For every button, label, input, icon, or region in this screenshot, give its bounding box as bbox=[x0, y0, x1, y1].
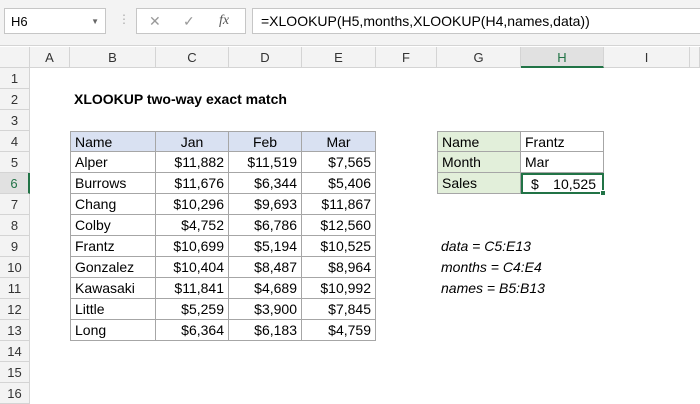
cancel-icon[interactable]: ✕ bbox=[149, 13, 161, 29]
row-header-15[interactable]: 15 bbox=[0, 362, 30, 383]
sales-cell[interactable]: $10,992 bbox=[302, 278, 376, 299]
column-header-D[interactable]: D bbox=[229, 47, 302, 68]
name-cell[interactable]: Gonzalez bbox=[70, 257, 156, 278]
table-header-cell[interactable]: Mar bbox=[302, 131, 376, 152]
sales-cell[interactable]: $10,404 bbox=[156, 257, 229, 278]
sales-cell[interactable]: $4,752 bbox=[156, 215, 229, 236]
row-header-13[interactable]: 13 bbox=[0, 320, 30, 341]
drag-handle-icon[interactable]: ⋮ bbox=[118, 12, 130, 26]
currency-symbol: $ bbox=[531, 176, 539, 192]
lookup-value[interactable]: Frantz bbox=[521, 131, 604, 152]
row-header-7[interactable]: 7 bbox=[0, 194, 30, 215]
formula-bar: H6 ▼ ⋮ ✕ ✓ fx =XLOOKUP(H5,months,XLOOKUP(… bbox=[0, 0, 700, 46]
row-header-14[interactable]: 14 bbox=[0, 341, 30, 362]
name-cell[interactable]: Chang bbox=[70, 194, 156, 215]
column-header-B[interactable]: B bbox=[70, 47, 156, 68]
sales-cell[interactable]: $6,786 bbox=[229, 215, 302, 236]
column-header-G[interactable]: G bbox=[437, 47, 521, 68]
sales-cell[interactable]: $10,699 bbox=[156, 236, 229, 257]
spreadsheet-grid[interactable]: A B C D E F G H I 1 2 3 4 5 6 7 8 9 10 11 12 13 14 15 16 XLOOKUP … bbox=[0, 47, 700, 404]
named-range-note[interactable]: names = B5:B13 bbox=[441, 280, 545, 296]
name-cell[interactable]: Frantz bbox=[70, 236, 156, 257]
sales-cell[interactable]: $5,406 bbox=[302, 173, 376, 194]
sales-cell[interactable]: $5,259 bbox=[156, 299, 229, 320]
named-range-note[interactable]: data = C5:E13 bbox=[441, 238, 531, 254]
sales-cell[interactable]: $3,900 bbox=[229, 299, 302, 320]
name-cell[interactable]: Burrows bbox=[70, 173, 156, 194]
row-header-11[interactable]: 11 bbox=[0, 278, 30, 299]
formula-input[interactable]: =XLOOKUP(H5,months,XLOOKUP(H4,names,data… bbox=[252, 8, 700, 34]
row-header-2[interactable]: 2 bbox=[0, 89, 30, 110]
fill-handle[interactable] bbox=[600, 190, 606, 196]
lookup-label[interactable]: Sales bbox=[437, 173, 521, 194]
row-header-9[interactable]: 9 bbox=[0, 236, 30, 257]
row-header-4[interactable]: 4 bbox=[0, 131, 30, 152]
sales-cell[interactable]: $6,344 bbox=[229, 173, 302, 194]
row-header-1[interactable]: 1 bbox=[0, 68, 30, 89]
result-cell-h6[interactable]: $10,525 bbox=[521, 173, 604, 194]
name-cell[interactable]: Little bbox=[70, 299, 156, 320]
row-header-6[interactable]: 6 bbox=[0, 173, 30, 194]
sales-cell[interactable]: $10,525 bbox=[302, 236, 376, 257]
column-header-C[interactable]: C bbox=[156, 47, 229, 68]
sales-cell[interactable]: $11,676 bbox=[156, 173, 229, 194]
sales-cell[interactable]: $9,693 bbox=[229, 194, 302, 215]
sales-cell[interactable]: $11,882 bbox=[156, 152, 229, 173]
row-header-10[interactable]: 10 bbox=[0, 257, 30, 278]
result-value: 10,525 bbox=[553, 176, 596, 192]
select-all-corner[interactable] bbox=[0, 47, 30, 68]
table-header-cell[interactable]: Name bbox=[70, 131, 156, 152]
name-cell[interactable]: Colby bbox=[70, 215, 156, 236]
lookup-label[interactable]: Name bbox=[437, 131, 521, 152]
table-header-cell[interactable]: Jan bbox=[156, 131, 229, 152]
sales-cell[interactable]: $6,364 bbox=[156, 320, 229, 341]
sales-cell[interactable]: $11,519 bbox=[229, 152, 302, 173]
name-cell[interactable]: Long bbox=[70, 320, 156, 341]
column-header-F[interactable]: F bbox=[376, 47, 437, 68]
sales-cell[interactable]: $7,845 bbox=[302, 299, 376, 320]
named-range-note[interactable]: months = C4:E4 bbox=[441, 259, 542, 275]
sales-cell[interactable]: $4,759 bbox=[302, 320, 376, 341]
sales-cell[interactable]: $6,183 bbox=[229, 320, 302, 341]
row-header-8[interactable]: 8 bbox=[0, 215, 30, 236]
name-box-value: H6 bbox=[11, 14, 28, 29]
sales-cell[interactable]: $5,194 bbox=[229, 236, 302, 257]
row-header-12[interactable]: 12 bbox=[0, 299, 30, 320]
sales-cell[interactable]: $11,841 bbox=[156, 278, 229, 299]
column-header-I[interactable]: I bbox=[604, 47, 690, 68]
name-cell[interactable]: Alper bbox=[70, 152, 156, 173]
chevron-down-icon[interactable]: ▼ bbox=[91, 17, 99, 26]
name-box[interactable]: H6 ▼ bbox=[4, 8, 106, 34]
row-header-3[interactable]: 3 bbox=[0, 110, 30, 131]
fx-icon[interactable]: fx bbox=[219, 13, 230, 28]
column-header-A[interactable]: A bbox=[30, 47, 70, 68]
sheet-title[interactable]: XLOOKUP two-way exact match bbox=[74, 91, 287, 107]
sales-cell[interactable]: $4,689 bbox=[229, 278, 302, 299]
table-header-cell[interactable]: Feb bbox=[229, 131, 302, 152]
column-header-H[interactable]: H bbox=[521, 47, 604, 68]
enter-icon[interactable]: ✓ bbox=[183, 13, 195, 29]
lookup-label[interactable]: Month bbox=[437, 152, 521, 173]
sales-cell[interactable]: $10,296 bbox=[156, 194, 229, 215]
sales-cell[interactable]: $7,565 bbox=[302, 152, 376, 173]
sales-cell[interactable]: $8,487 bbox=[229, 257, 302, 278]
column-header-E[interactable]: E bbox=[302, 47, 376, 68]
sales-cell[interactable]: $8,964 bbox=[302, 257, 376, 278]
sales-cell[interactable]: $11,867 bbox=[302, 194, 376, 215]
row-header-16[interactable]: 16 bbox=[0, 383, 30, 404]
formula-buttons: ✕ ✓ fx bbox=[136, 8, 246, 34]
lookup-value[interactable]: Mar bbox=[521, 152, 604, 173]
sales-cell[interactable]: $12,560 bbox=[302, 215, 376, 236]
name-cell[interactable]: Kawasaki bbox=[70, 278, 156, 299]
row-header-5[interactable]: 5 bbox=[0, 152, 30, 173]
column-header-blank bbox=[690, 47, 700, 68]
